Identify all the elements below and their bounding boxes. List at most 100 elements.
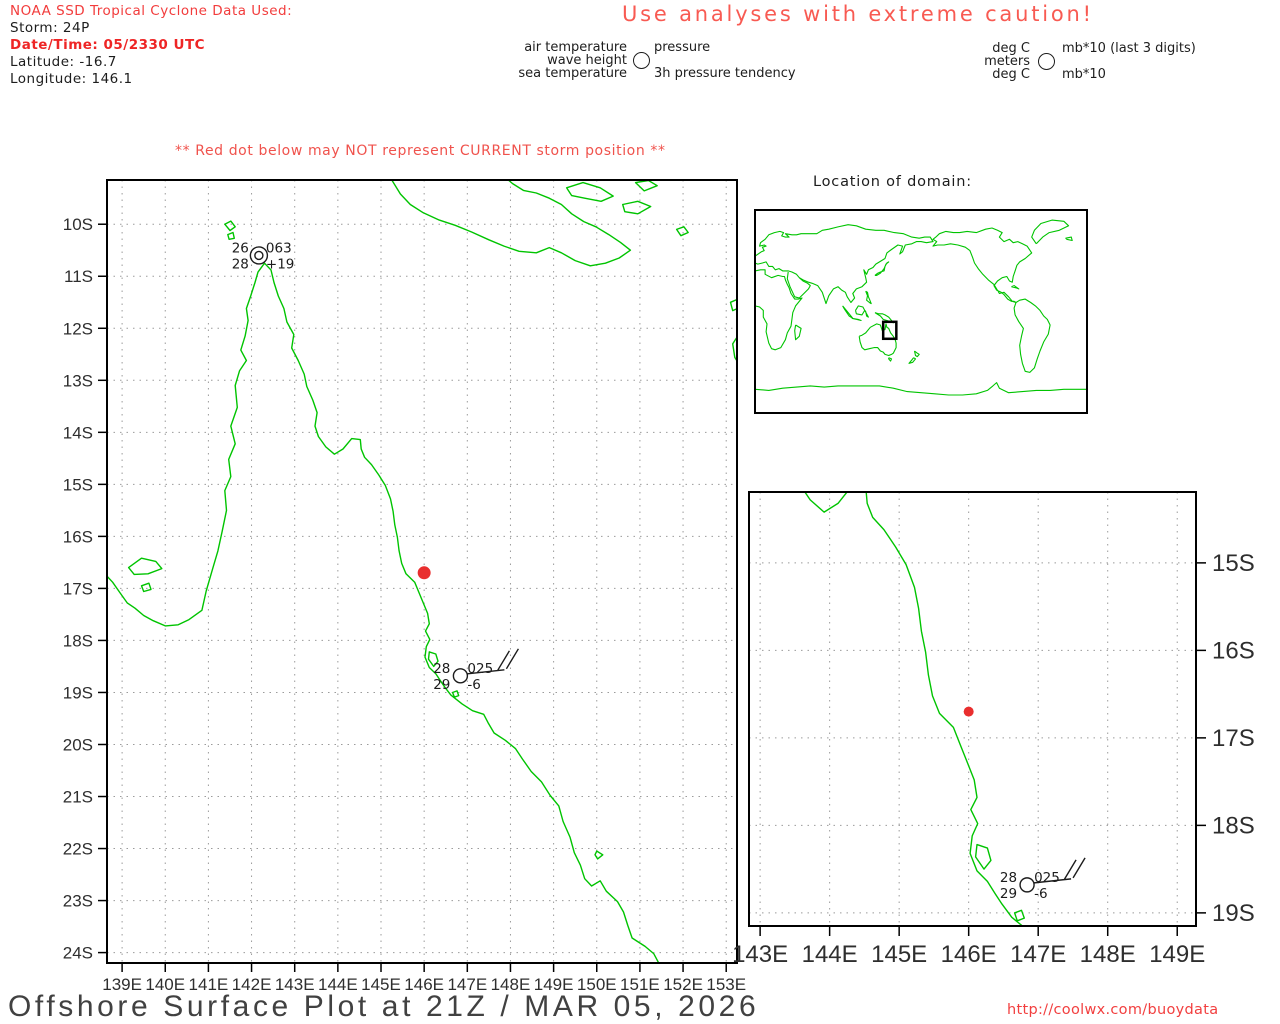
legend-pressure: pressure xyxy=(654,40,711,55)
world-coastline xyxy=(1065,236,1073,242)
lon-tick-label: 140E xyxy=(145,975,185,994)
coastline xyxy=(634,180,658,192)
lon-tick-label: 148E xyxy=(491,975,531,994)
lon-tick-label: 139E xyxy=(102,975,142,994)
lat-tick-label: 19S xyxy=(1212,900,1255,927)
world-coastline xyxy=(854,305,866,316)
legend-pressure-units: mb*10 (last 3 digits) xyxy=(1062,41,1196,56)
coastline xyxy=(729,298,737,312)
world-coastline xyxy=(851,317,862,322)
lat-tick-label: 17S xyxy=(1212,725,1255,752)
domain-box xyxy=(881,320,898,341)
storm-id: Storm: 24P xyxy=(10,20,90,36)
station-circle-icon xyxy=(1038,53,1055,70)
lat-tick-label: 19S xyxy=(63,683,93,702)
world-coastline xyxy=(1031,219,1070,245)
coastline xyxy=(140,582,152,593)
legend-sea-temperature: sea temperature xyxy=(518,66,627,81)
lon-tick-label: 147E xyxy=(1010,941,1066,968)
world-coastline xyxy=(874,261,890,276)
storm-datetime: Date/Time: 05/2330 UTC xyxy=(10,37,206,53)
lon-tick-label: 145E xyxy=(361,975,401,994)
coastline xyxy=(107,262,660,963)
inset-title: Location of domain: xyxy=(813,174,972,190)
coastline xyxy=(622,200,652,215)
station-circle-icon xyxy=(633,52,650,69)
lat-tick-label: 13S xyxy=(63,371,93,390)
coastline xyxy=(974,843,992,870)
world-coastline xyxy=(1013,298,1051,373)
map-frame xyxy=(106,179,738,964)
station-pressure: 025 xyxy=(467,661,493,677)
lon-tick-label: 144E xyxy=(318,975,358,994)
map-frame xyxy=(748,491,1197,927)
station-inner-circle xyxy=(254,250,264,261)
world-coastline xyxy=(1011,285,1020,290)
lat-tick-label: 23S xyxy=(63,892,93,911)
lat-tick-label: 18S xyxy=(1212,812,1255,839)
storm-longitude: Longitude: 146.1 xyxy=(10,71,133,87)
station-air-temp: 28 xyxy=(1000,870,1017,886)
coastline xyxy=(675,226,689,237)
legend-air-units: deg C xyxy=(992,41,1030,56)
lat-tick-label: 10S xyxy=(63,215,93,234)
world-coastline xyxy=(754,269,803,351)
legend-wave-height: wave height xyxy=(547,53,627,68)
lat-tick-label: 14S xyxy=(63,423,93,442)
station-air-temp: 28 xyxy=(433,661,450,677)
lat-tick-label: 24S xyxy=(63,944,93,963)
station-air-temp: 26 xyxy=(232,240,249,256)
coastline xyxy=(427,651,439,668)
lat-tick-label: 21S xyxy=(63,788,93,807)
lat-tick-label: 17S xyxy=(63,579,93,598)
coastline xyxy=(804,492,1024,926)
map-area xyxy=(107,180,737,963)
world-coastline xyxy=(865,290,872,305)
lat-tick-label: 16S xyxy=(63,527,93,546)
station-sea-temp: 28 xyxy=(232,256,249,272)
world-coastline xyxy=(888,357,893,362)
lon-tick-label: 146E xyxy=(404,975,444,994)
legend-tendency-units: mb*10 xyxy=(1062,67,1106,82)
station-circle xyxy=(452,668,469,684)
coastline xyxy=(648,120,665,136)
lat-tick-label: 15S xyxy=(63,475,93,494)
station-pressure-tendency: -6 xyxy=(467,677,480,693)
station-coastal: 28 025 29 -6 xyxy=(433,648,520,693)
world-coastline xyxy=(754,224,934,305)
station-sea-temp: 29 xyxy=(433,677,450,693)
wind-barb-icon xyxy=(467,648,520,675)
lon-tick-label: 149E xyxy=(1149,941,1205,968)
wind-barb-icon xyxy=(1033,857,1086,884)
lat-tick-label: 12S xyxy=(63,319,93,338)
coastline xyxy=(565,181,614,202)
world-inset-map xyxy=(754,209,1088,414)
storm-position-warning: ** Red dot below may NOT represent CURRE… xyxy=(175,143,666,159)
legend-wave-units: meters xyxy=(984,54,1030,69)
lat-tick-label: 15S xyxy=(1212,550,1255,577)
coastline xyxy=(227,231,236,241)
lon-tick-label: 150E xyxy=(577,975,617,994)
legend-sea-units: deg C xyxy=(992,67,1030,82)
inset-frame xyxy=(754,209,1088,414)
coastline xyxy=(224,220,236,232)
lon-tick-label: 144E xyxy=(802,941,858,968)
zoom-map: 28 025 29 -6 143E 144E 145E 146E 147E 148E 149E 15S… xyxy=(732,491,1255,968)
coastline xyxy=(127,557,163,576)
lat-tick-label: 18S xyxy=(63,631,93,650)
lon-tick-label: 143E xyxy=(275,975,315,994)
world-coastline xyxy=(932,227,1033,304)
world-coastline xyxy=(913,350,920,358)
source-label: NOAA SSD Tropical Cyclone Data Used: xyxy=(10,3,293,19)
lon-tick-label: 149E xyxy=(534,975,574,994)
lon-tick-label: 146E xyxy=(941,941,997,968)
station-pressure: 025 xyxy=(1034,870,1060,886)
lon-tick-label: 153E xyxy=(706,975,746,994)
station-sea-temp: 29 xyxy=(1000,886,1017,902)
lon-tick-label: 141E xyxy=(189,975,229,994)
station-pressure: 063 xyxy=(266,240,292,256)
station-pressure-tendency: +19 xyxy=(266,256,295,272)
station-circle xyxy=(1019,877,1035,893)
